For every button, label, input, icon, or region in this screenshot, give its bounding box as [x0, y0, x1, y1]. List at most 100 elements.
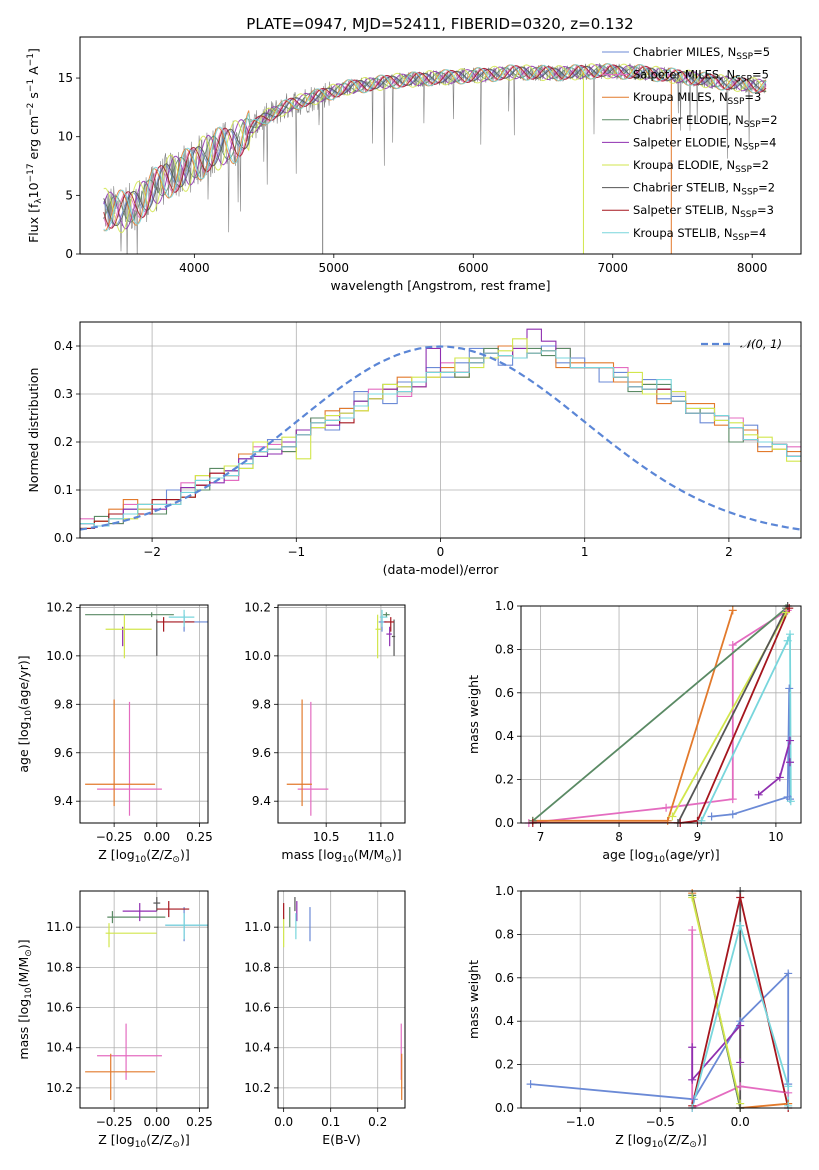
label-part: SSP: [728, 97, 745, 107]
figure-title: PLATE=0947, MJD=52411, FIBERID=0320, z=0…: [246, 15, 633, 33]
label-part: 10: [342, 855, 354, 865]
mass-vs-Z-xtick-label: 0.25: [186, 1115, 213, 1129]
age-vs-mass-ytick-label: 10.0: [244, 649, 271, 663]
model-fit-kroupa-elodie: [103, 63, 767, 234]
mass-weight-vs-age-ytick-label: 0.6: [495, 686, 514, 700]
spectrum-xtick-label: 4000: [179, 261, 210, 275]
label-part: )]: [180, 847, 190, 862]
normal-legend-label: 𝒩(0, 1): [740, 337, 782, 351]
label-part: Chabrier STELIB, N: [633, 181, 741, 195]
age-vs-Z-ytick-label: 9.8: [54, 697, 73, 711]
weight-marker: [663, 816, 672, 825]
legend-entry-label: Kroupa MILES, NSSP=3: [633, 90, 761, 107]
mass-weight-vs-Z-ytick-label: 0.4: [495, 1014, 514, 1028]
spectrum-frame: [79, 36, 802, 255]
mass-vs-ebv-xtick-label: 0.2: [368, 1115, 387, 1129]
label-part: (M/M: [16, 957, 31, 988]
weight-line-chabrier-miles: [530, 971, 790, 1101]
label-part: (age/yr)]: [665, 847, 720, 862]
mass-weight-vs-age-ytick-label: 0.8: [495, 642, 514, 656]
label-part: Salpeter ELODIE, N: [633, 135, 743, 149]
mass-weight-vs-age-xtick-label: 8: [615, 830, 623, 844]
spectrum-ytick-label: 5: [65, 188, 73, 202]
spectrum-plot-area: [103, 63, 767, 254]
mass-weight-vs-age-xtick-label: 10: [768, 830, 783, 844]
weight-marker: [689, 1095, 698, 1104]
residual-histogram-ytick-label: 0.2: [54, 435, 73, 449]
label-part: erg cm: [26, 116, 41, 164]
mass-weight-vs-Z-ytick-label: 1.0: [495, 884, 514, 898]
label-part: Chabrier MILES, N: [633, 45, 736, 59]
spectrum-xtick-label: 8000: [737, 261, 768, 275]
mass-weight-vs-Z-plot-area: [530, 891, 790, 1108]
spectrum-ytick-label: 0: [65, 247, 73, 261]
residual-histogram-plot-area: [80, 328, 801, 531]
weight-marker: [775, 773, 784, 782]
mass-weight-vs-age-ytick-label: 0.2: [495, 773, 514, 787]
mass-weight-vs-age-ytick-label: 1.0: [495, 599, 514, 613]
mass-vs-ebv-ytick-label: 10.2: [244, 1081, 271, 1095]
mass-vs-Z-ylabel: mass [log10(M/M⊙)]: [16, 939, 34, 1059]
label-part: =4: [749, 226, 766, 240]
weight-marker: [728, 641, 737, 650]
label-part: Salpeter STELIB, N: [633, 203, 740, 217]
label-part: Kroupa STELIB, N: [633, 226, 733, 240]
residual-histogram-ytick-label: 0.0: [54, 531, 73, 545]
weight-marker: [688, 926, 697, 935]
residual-histogram-ytick-label: 0.3: [54, 387, 73, 401]
weight-marker: [668, 812, 677, 821]
age-vs-mass-ytick-label: 10.2: [244, 600, 271, 614]
age-vs-mass-xlabel: mass [log10(M/M⊙)]: [281, 847, 401, 865]
residual-histogram-xlabel: (data-model)/error: [383, 562, 500, 577]
mass-vs-Z-xtick-label: −0.25: [96, 1115, 133, 1129]
weight-marker: [786, 758, 795, 767]
spectrum-xtick-label: 6000: [458, 261, 489, 275]
label-part: )]: [697, 1132, 707, 1147]
age-vs-Z-ylabel: age [log10(age/yr)]: [16, 655, 34, 772]
age-vs-mass-plot-area: [286, 609, 396, 816]
legend-entry-label: Salpeter ELODIE, NSSP=4: [633, 135, 776, 152]
mass-weight-vs-Z-xtick-label: −1.0: [566, 1115, 595, 1129]
label-part: 10: [135, 1140, 147, 1150]
model-fit-chabrier-stelib: [103, 65, 767, 227]
spectrum-xtick-label: 5000: [319, 261, 350, 275]
weight-marker: [785, 684, 794, 693]
legend-entry-label: Kroupa ELODIE, NSSP=2: [633, 158, 769, 175]
legend-entry-label: Chabrier STELIB, NSSP=2: [633, 181, 775, 198]
model-fit-kroupa-stelib: [103, 63, 767, 232]
spectrum-ytick-label: 15: [58, 71, 73, 85]
spectrum-panel: 4000 5000 6000 7000 8000 0 5 10 15 Chabrier MILES…: [26, 36, 802, 293]
mass-vs-Z-xlabel: Z [log10(Z/Z⊙)]: [98, 1132, 189, 1150]
label-part: =3: [757, 203, 774, 217]
weight-line-kroupa-miles: [532, 610, 734, 822]
age-vs-Z-xtick-label: 0.25: [186, 830, 213, 844]
label-part: age [log: [602, 847, 653, 862]
label-part: (M/M: [354, 847, 385, 862]
weight-marker: [736, 1021, 745, 1030]
label-part: ⊙: [172, 855, 180, 865]
weight-line-chabrier-elodie: [532, 607, 787, 822]
spectrum-xlabel: wavelength [Angstrom, rest frame]: [330, 278, 550, 293]
label-part: Chabrier ELODIE, N: [633, 113, 744, 127]
label-part: (Z/Z: [146, 1132, 172, 1147]
label-part: 10: [654, 855, 666, 865]
model-fit-salpeter-stelib: [103, 64, 767, 229]
label-part: SSP: [735, 165, 752, 175]
age-vs-mass-ytick-label: 9.8: [252, 697, 271, 711]
mass-vs-Z-xtick-label: 0.00: [143, 1115, 170, 1129]
label-part: −17: [26, 163, 36, 182]
weight-marker: [786, 736, 795, 745]
legend-entry-label: Chabrier MILES, NSSP=5: [633, 45, 770, 62]
age-vs-Z-xtick-label: −0.25: [96, 830, 133, 844]
weight-marker: [736, 1082, 745, 1091]
weight-marker: [783, 636, 792, 645]
mass-vs-Z-frame: [79, 890, 209, 1109]
label-part: A: [26, 66, 41, 79]
label-part: Z [log: [98, 1132, 134, 1147]
label-part: ]: [26, 48, 41, 53]
mass-weight-vs-Z-frame: [520, 890, 802, 1109]
histogram-step-kroupa-stelib: [80, 350, 801, 527]
weight-marker: [688, 1075, 697, 1084]
label-part: SSP: [743, 142, 760, 152]
weight-marker: [707, 812, 716, 821]
